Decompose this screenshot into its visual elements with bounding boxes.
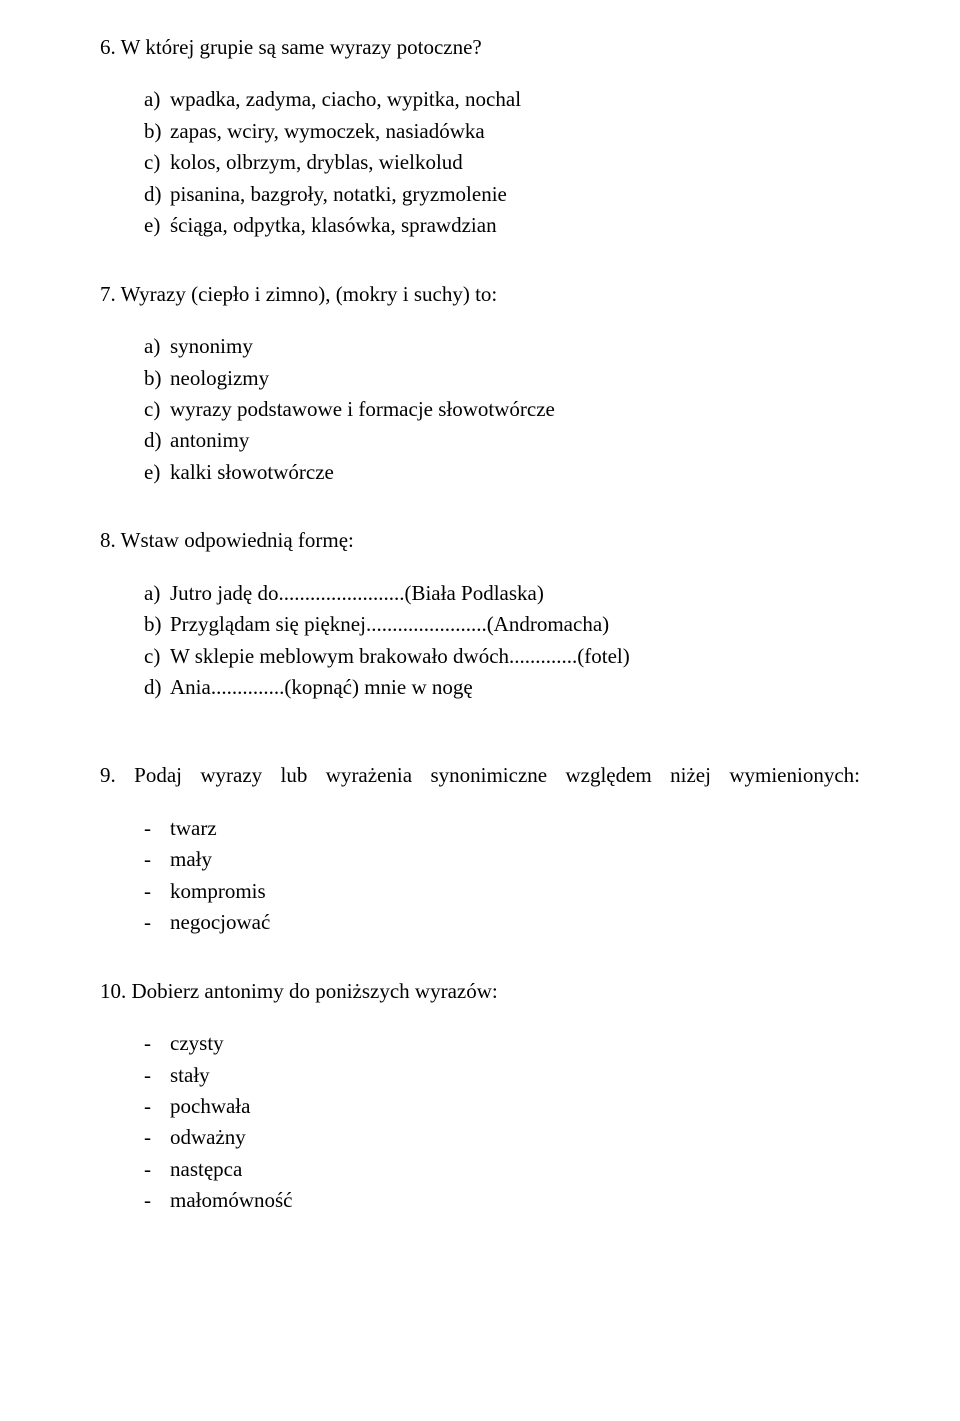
q8-prompt: Wstaw odpowiednią formę:: [121, 528, 354, 552]
list-item: e)kalki słowotwórcze: [144, 457, 860, 487]
option-label: e): [144, 457, 170, 487]
option-label: a): [144, 331, 170, 361]
option-label: b): [144, 363, 170, 393]
question-8: 8. Wstaw odpowiednią formę: a)Jutro jadę…: [100, 525, 860, 702]
option-text: Przyglądam się pięknej..................…: [170, 612, 609, 636]
list-item: b)Przyglądam się pięknej................…: [144, 609, 860, 639]
list-item: e)ściąga, odpytka, klasówka, sprawdzian: [144, 210, 860, 240]
item-text: twarz: [170, 816, 217, 840]
list-item: a)Jutro jadę do........................(…: [144, 578, 860, 608]
list-item: c)W sklepie meblowym brakowało dwóch....…: [144, 641, 860, 671]
option-label: b): [144, 116, 170, 146]
option-label: d): [144, 425, 170, 455]
item-text: stały: [170, 1063, 210, 1087]
option-label: d): [144, 672, 170, 702]
option-text: kalki słowotwórcze: [170, 460, 334, 484]
q7-prompt: Wyrazy (ciepło i zimno), (mokry i suchy)…: [121, 282, 498, 306]
list-item: a)wpadka, zadyma, ciacho, wypitka, nocha…: [144, 84, 860, 114]
question-10-text: 10. Dobierz antonimy do poniższych wyraz…: [100, 976, 860, 1006]
list-item: a)synonimy: [144, 331, 860, 361]
question-7-options: a)synonimy b)neologizmy c)wyrazy podstaw…: [100, 331, 860, 487]
list-item: c)wyrazy podstawowe i formacje słowotwór…: [144, 394, 860, 424]
option-text: pisanina, bazgroły, notatki, gryzmolenie: [170, 182, 507, 206]
item-text: czysty: [170, 1031, 224, 1055]
option-text: wpadka, zadyma, ciacho, wypitka, nochal: [170, 87, 521, 111]
list-item: negocjować: [144, 907, 860, 937]
question-7: 7. Wyrazy (ciepło i zimno), (mokry i suc…: [100, 279, 860, 488]
option-label: a): [144, 578, 170, 608]
option-text: ściąga, odpytka, klasówka, sprawdzian: [170, 213, 497, 237]
option-label: c): [144, 641, 170, 671]
list-item: c)kolos, olbrzym, dryblas, wielkolud: [144, 147, 860, 177]
list-item: d)pisanina, bazgroły, notatki, gryzmolen…: [144, 179, 860, 209]
option-text: zapas, wciry, wymoczek, nasiadówka: [170, 119, 485, 143]
list-item: d)antonimy: [144, 425, 860, 455]
question-9: 9. Podaj wyrazy lub wyrażenia synonimicz…: [100, 760, 860, 937]
question-6: 6. W której grupie są same wyrazy potocz…: [100, 32, 860, 241]
option-text: antonimy: [170, 428, 249, 452]
item-text: odważny: [170, 1125, 246, 1149]
item-text: kompromis: [170, 879, 266, 903]
option-label: d): [144, 179, 170, 209]
question-8-options: a)Jutro jadę do........................(…: [100, 578, 860, 703]
q6-number: 6.: [100, 35, 116, 59]
item-text: pochwała: [170, 1094, 250, 1118]
q9-number: 9.: [100, 763, 116, 787]
list-item: mały: [144, 844, 860, 874]
q7-number: 7.: [100, 282, 116, 306]
option-text: neologizmy: [170, 366, 269, 390]
q8-number: 8.: [100, 528, 116, 552]
option-text: Jutro jadę do........................(Bi…: [170, 581, 544, 605]
option-text: kolos, olbrzym, dryblas, wielkolud: [170, 150, 463, 174]
list-item: następca: [144, 1154, 860, 1184]
q10-number: 10.: [100, 979, 126, 1003]
list-item: twarz: [144, 813, 860, 843]
option-label: c): [144, 147, 170, 177]
option-label: a): [144, 84, 170, 114]
list-item: czysty: [144, 1028, 860, 1058]
question-6-options: a)wpadka, zadyma, ciacho, wypitka, nocha…: [100, 84, 860, 240]
question-9-text: 9. Podaj wyrazy lub wyrażenia synonimicz…: [100, 760, 860, 790]
item-text: mały: [170, 847, 212, 871]
option-text: wyrazy podstawowe i formacje słowotwórcz…: [170, 397, 555, 421]
list-item: pochwała: [144, 1091, 860, 1121]
list-item: małomówność: [144, 1185, 860, 1215]
question-7-text: 7. Wyrazy (ciepło i zimno), (mokry i suc…: [100, 279, 860, 309]
option-label: b): [144, 609, 170, 639]
option-text: Ania..............(kopnąć) mnie w nogę: [170, 675, 473, 699]
question-8-text: 8. Wstaw odpowiednią formę:: [100, 525, 860, 555]
q9-prompt: Podaj wyrazy lub wyrażenia synonimiczne …: [134, 763, 860, 787]
question-6-text: 6. W której grupie są same wyrazy potocz…: [100, 32, 860, 62]
question-10-items: czysty stały pochwała odważny następca m…: [100, 1028, 860, 1216]
question-9-items: twarz mały kompromis negocjować: [100, 813, 860, 938]
item-text: negocjować: [170, 910, 270, 934]
list-item: d)Ania..............(kopnąć) mnie w nogę: [144, 672, 860, 702]
option-label: c): [144, 394, 170, 424]
q10-prompt: Dobierz antonimy do poniższych wyrazów:: [132, 979, 498, 1003]
option-label: e): [144, 210, 170, 240]
option-text: synonimy: [170, 334, 253, 358]
list-item: stały: [144, 1060, 860, 1090]
option-text: W sklepie meblowym brakowało dwóch......…: [170, 644, 630, 668]
list-item: kompromis: [144, 876, 860, 906]
item-text: małomówność: [170, 1188, 292, 1212]
question-10: 10. Dobierz antonimy do poniższych wyraz…: [100, 976, 860, 1216]
q6-prompt: W której grupie są same wyrazy potoczne?: [121, 35, 482, 59]
item-text: następca: [170, 1157, 242, 1181]
list-item: odważny: [144, 1122, 860, 1152]
list-item: b)zapas, wciry, wymoczek, nasiadówka: [144, 116, 860, 146]
list-item: b)neologizmy: [144, 363, 860, 393]
